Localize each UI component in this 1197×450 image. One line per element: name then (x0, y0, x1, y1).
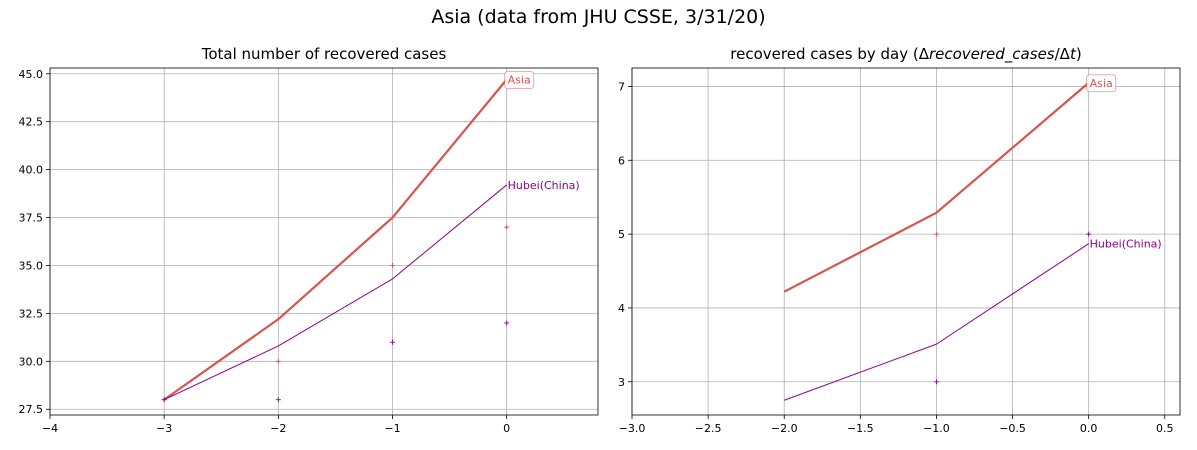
chart2-title: recovered cases by day (Δrecovered_cases… (730, 45, 1081, 64)
chart2-axes-frame (631, 67, 1181, 416)
chart2-series-label-box-asia (1086, 74, 1117, 93)
chart1-point-hubei (390, 339, 395, 345)
chart2-x-tick-label: 0.0 (1080, 422, 1098, 435)
chart1-x-tick-label: −1 (384, 422, 400, 435)
chart2-y-tick-label: 4 (618, 302, 625, 315)
chart2-point-hubei (1086, 231, 1092, 237)
chart2-y-tick-label: 6 (618, 154, 625, 167)
chart2-y-tick-label: 3 (618, 376, 625, 389)
chart1-x-tick-label: −4 (42, 422, 58, 435)
chart2-x-tick-label: −2.0 (771, 422, 798, 435)
chart1-point-asia (390, 262, 395, 268)
chart2-series-label-asia: Asia (1090, 77, 1113, 90)
chart1-series-label-box-asia (504, 71, 535, 89)
chart1-point-hubei (161, 397, 167, 403)
chart2-series-line-asia (783, 81, 1090, 293)
chart1-series-label-asia: Asia (508, 74, 531, 87)
chart1-y-tick-label: 37.5 (19, 212, 44, 225)
chart1-x-tick-label: −2 (270, 422, 286, 435)
chart1-y-tick-label: 30.0 (19, 355, 44, 368)
chart2-x-tick-label: −1.0 (923, 422, 950, 435)
chart2-y-tick-label: 5 (618, 228, 625, 241)
chart1-title: Total number of recovered cases (201, 45, 447, 63)
chart1-axes-frame (49, 67, 599, 416)
chart1-point-hubei (275, 397, 281, 403)
chart1-y-tick-label: 42.5 (19, 116, 44, 129)
chart1-x-tick-label: −3 (156, 422, 172, 435)
figure-title: Asia (data from JHU CSSE, 3/31/20) (431, 6, 766, 28)
chart2-x-tick-label: −3.0 (619, 422, 646, 435)
chart1-y-tick-label: 27.5 (19, 403, 44, 416)
chart2-point-asia (933, 231, 939, 237)
chart1-y-tick-label: 35.0 (19, 259, 44, 272)
chart2-point-hubei (933, 379, 939, 385)
chart1-x-tick-label: 0 (503, 422, 510, 435)
chart2-x-tick-label: 0.5 (1156, 422, 1174, 435)
chart2-series-line-hubei (784, 243, 1089, 401)
chart1-point-hubei (504, 320, 510, 326)
chart1-series-line-hubei (163, 184, 507, 401)
chart1-series-line-asia (163, 78, 508, 401)
chart2-y-tick-label: 7 (618, 80, 625, 93)
chart2-x-tick-label: −2.5 (695, 422, 722, 435)
chart1-series-label-hubei: Hubei(China) (508, 179, 580, 192)
chart1-y-tick-label: 40.0 (19, 164, 44, 177)
chart1-point-asia (275, 358, 281, 364)
chart1-point-asia (504, 224, 510, 230)
chart1-y-tick-label: 45.0 (19, 68, 44, 81)
chart2-x-tick-label: −1.5 (847, 422, 874, 435)
chart1-y-tick-label: 32.5 (19, 307, 44, 320)
chart2-x-tick-label: −0.5 (999, 422, 1026, 435)
chart2-series-label-hubei: Hubei(China) (1090, 238, 1162, 251)
